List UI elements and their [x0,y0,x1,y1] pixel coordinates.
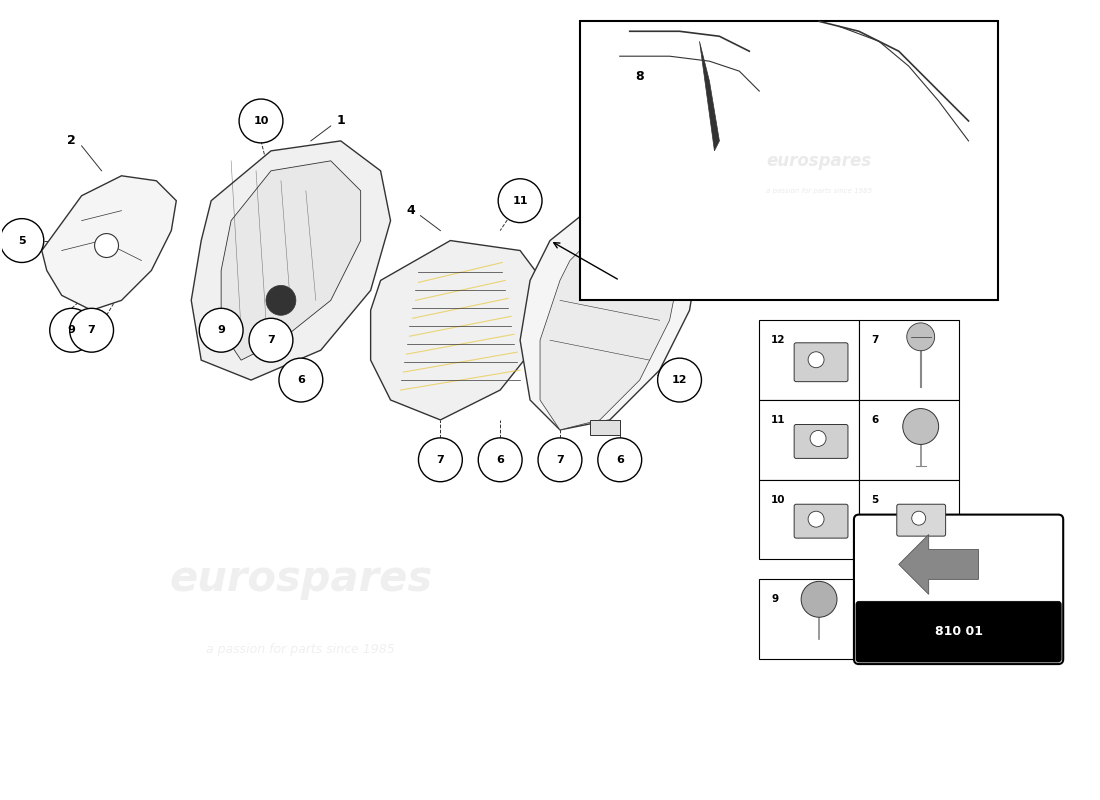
Circle shape [714,105,746,137]
Circle shape [69,308,113,352]
Text: 10: 10 [771,494,785,505]
Text: 7: 7 [871,335,878,346]
Circle shape [669,75,701,107]
Circle shape [808,511,824,527]
Circle shape [239,99,283,143]
Polygon shape [899,534,979,594]
Bar [580,22,999,300]
Text: 9: 9 [771,594,779,604]
Circle shape [266,286,296,315]
Circle shape [418,438,462,482]
Text: 12: 12 [672,375,688,385]
Text: 9: 9 [217,326,226,335]
Text: 11: 11 [513,196,528,206]
FancyBboxPatch shape [896,504,946,536]
Text: 12: 12 [771,335,785,346]
Text: 5: 5 [18,235,25,246]
Text: 7: 7 [88,326,96,335]
Text: 7: 7 [437,454,444,465]
Text: 5: 5 [871,494,878,505]
FancyBboxPatch shape [794,342,848,382]
Text: 11: 11 [771,415,785,425]
Text: 6: 6 [871,415,878,425]
Polygon shape [700,42,719,151]
Text: 5: 5 [726,116,733,126]
Text: 8: 8 [636,70,644,82]
Text: 810 01: 810 01 [935,625,982,638]
Bar [859,320,958,400]
Text: 10: 10 [253,116,268,126]
Text: 4: 4 [406,204,415,217]
Circle shape [801,582,837,618]
Text: eurospares: eurospares [169,558,432,600]
Text: 7: 7 [557,454,564,465]
Bar [759,480,859,559]
Polygon shape [191,141,390,380]
Bar [759,320,859,400]
Polygon shape [221,161,361,360]
Circle shape [249,318,293,362]
Circle shape [810,430,826,446]
Circle shape [903,409,938,445]
Bar [759,579,859,659]
Circle shape [498,178,542,222]
Circle shape [906,323,935,350]
Text: 3: 3 [705,274,714,287]
FancyBboxPatch shape [794,504,848,538]
Text: a passion for parts since 1985: a passion for parts since 1985 [207,642,395,656]
Text: 6: 6 [297,375,305,385]
Text: 2: 2 [67,134,76,147]
Circle shape [538,438,582,482]
Circle shape [0,218,44,262]
Text: 5: 5 [726,61,733,71]
Circle shape [669,125,701,157]
Bar [859,480,958,559]
Polygon shape [520,201,700,430]
Polygon shape [540,221,680,430]
Text: 7: 7 [267,335,275,346]
Text: 9: 9 [68,326,76,335]
Circle shape [808,352,824,368]
Circle shape [478,438,522,482]
Circle shape [50,308,94,352]
Text: 1: 1 [337,114,345,127]
Circle shape [597,438,641,482]
Circle shape [95,234,119,258]
Polygon shape [371,241,550,420]
Text: 6: 6 [616,454,624,465]
Circle shape [279,358,322,402]
Circle shape [658,358,702,402]
Text: a passion for parts since 1985: a passion for parts since 1985 [766,188,872,194]
Text: 6: 6 [681,86,688,96]
Circle shape [714,50,746,82]
FancyBboxPatch shape [854,514,1064,664]
FancyBboxPatch shape [794,425,848,458]
Polygon shape [42,176,176,310]
Bar [759,400,859,480]
Circle shape [912,511,926,525]
FancyBboxPatch shape [856,602,1062,662]
Circle shape [199,308,243,352]
Bar [859,400,958,480]
Text: eurospares: eurospares [767,152,871,170]
Bar [590,420,619,435]
Text: 6: 6 [681,136,688,146]
Text: 6: 6 [496,454,504,465]
